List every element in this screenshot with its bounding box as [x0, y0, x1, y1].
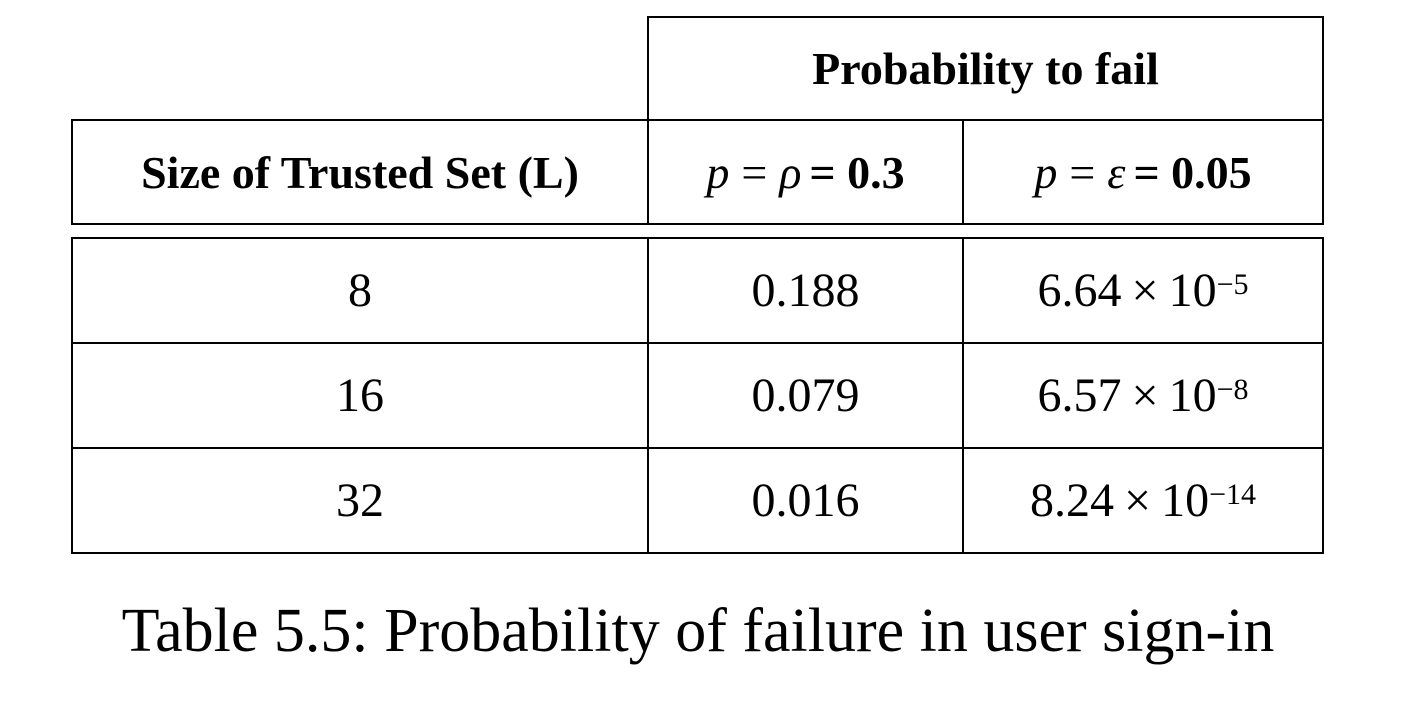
column-header-size-text: Size of Trusted Set (L): [141, 146, 579, 198]
eps-mantissa: 6.64: [1037, 264, 1122, 317]
rho-value: 0.079: [751, 369, 860, 422]
eps-symbol: ε: [1107, 146, 1126, 198]
group-header: Probability to fail: [649, 18, 1322, 119]
size-cell: 8: [73, 239, 647, 342]
column-header-eps: p = ε = 0.05: [964, 121, 1322, 223]
rho-value: 0.188: [751, 264, 860, 317]
size-value: 16: [336, 369, 384, 422]
eps-lhs: p: [1034, 146, 1058, 198]
rho-equals: =: [741, 146, 768, 198]
size-cell: 32: [73, 449, 647, 552]
times-sign: ×: [1124, 474, 1152, 527]
size-value: 32: [336, 474, 384, 527]
group-header-text: Probability to fail: [812, 43, 1159, 94]
eps-base: 10: [1161, 474, 1210, 527]
eps-value: = 0.05: [1133, 146, 1252, 198]
times-sign: ×: [1131, 264, 1159, 317]
eps-cell: 6.64 × 10 −5: [1037, 264, 1249, 317]
eps-base: 10: [1168, 369, 1217, 422]
rho-cell: 0.188: [649, 239, 962, 342]
eps-cell: 6.57 × 10 −8: [1037, 369, 1249, 422]
rho-cell: 0.016: [649, 449, 962, 552]
rho-lhs: p: [706, 146, 730, 198]
table-caption: Table 5.5: Probability of failure in use…: [121, 597, 1275, 665]
size-cell: 16: [73, 344, 647, 447]
rho-value: 0.016: [751, 474, 860, 527]
column-header-rho: p = ρ = 0.3: [649, 121, 962, 223]
rho-value: = 0.3: [809, 146, 905, 198]
eps-mantissa: 6.57: [1037, 369, 1122, 422]
eps-cell: 8.24 × 10 −14: [1030, 474, 1256, 527]
eps-mantissa: 8.24: [1030, 474, 1114, 527]
rho-cell: 0.079: [649, 344, 962, 447]
eps-base: 10: [1168, 264, 1217, 317]
size-value: 8: [348, 264, 372, 317]
eps-equals: =: [1069, 146, 1096, 198]
rho-symbol: ρ: [779, 146, 802, 198]
column-header-size: Size of Trusted Set (L): [73, 121, 647, 223]
times-sign: ×: [1131, 369, 1159, 422]
